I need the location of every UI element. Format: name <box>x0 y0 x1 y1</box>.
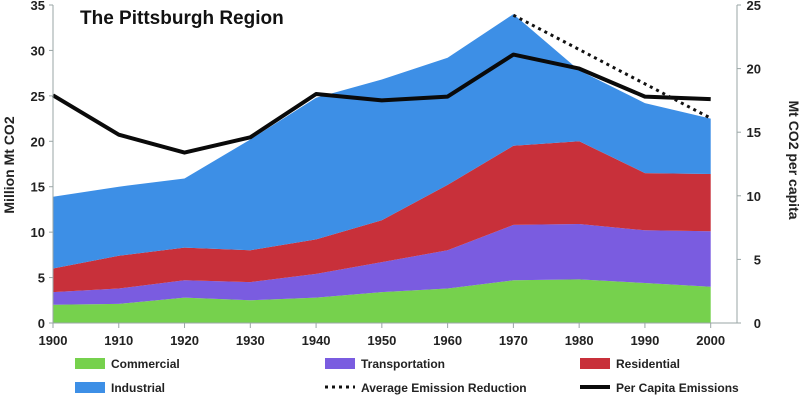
axes-layer: 0 5 10 15 20 25 30 35 0 5 10 15 20 25 1900 1910 1920 1930… <box>31 0 761 348</box>
y-tick-label: 20 <box>31 134 45 149</box>
x-tick-label: 1940 <box>302 333 331 348</box>
x-tick-label: 1930 <box>236 333 265 348</box>
legend-item-residential: Residential <box>580 357 680 371</box>
y2-tick-label: 15 <box>747 125 761 140</box>
y2-tick-label: 0 <box>754 316 761 331</box>
y2-tick-label: 25 <box>747 0 761 13</box>
y-tick-label: 35 <box>31 0 45 13</box>
legend-swatch <box>580 358 610 369</box>
area-industrial <box>53 14 711 269</box>
x-tick-label: 1910 <box>104 333 133 348</box>
y-axis-title: Million Mt CO2 <box>1 116 17 213</box>
legend-label: Commercial <box>111 357 180 371</box>
legend-label: Per Capita Emissions <box>616 381 739 395</box>
y2-tick-label: 5 <box>754 252 761 267</box>
legend: Commercial Transportation Residential Indus… <box>75 357 739 395</box>
line-per-capita-emissions <box>51 52 711 155</box>
legend-label: Transportation <box>361 357 445 371</box>
area-transportation <box>53 224 711 305</box>
y-tick-label: 25 <box>31 89 45 104</box>
y2-axis-title: Mt CO2 per capita <box>786 100 800 219</box>
area-commercial <box>53 279 711 323</box>
chart-title: The Pittsburgh Region <box>80 8 284 29</box>
x-tick-label: 1990 <box>630 333 659 348</box>
stacked-area-layer <box>53 14 711 323</box>
line-series-layer <box>51 13 712 155</box>
x-tick-label: 2000 <box>696 333 725 348</box>
legend-swatch <box>75 382 105 393</box>
x-tick-label: 1950 <box>367 333 396 348</box>
legend-swatch <box>325 358 355 369</box>
legend-item-transportation: Transportation <box>325 357 445 371</box>
y-tick-label: 15 <box>31 180 45 195</box>
x-tick-label: 1900 <box>39 333 68 348</box>
legend-item-average-emission-reduction: Average Emission Reduction <box>325 381 527 395</box>
legend-label: Residential <box>616 357 680 371</box>
y-tick-label: 30 <box>31 43 45 58</box>
legend-item-commercial: Commercial <box>75 357 180 371</box>
x-tick-label: 1960 <box>433 333 462 348</box>
line-average-emission-reduction <box>512 13 712 120</box>
legend-swatch <box>75 358 105 369</box>
y-tick-label: 10 <box>31 225 45 240</box>
area-residential <box>53 141 711 293</box>
y-tick-label: 5 <box>38 271 45 286</box>
x-tick-label: 1970 <box>499 333 528 348</box>
y2-tick-label: 10 <box>747 189 761 204</box>
y-tick-label: 0 <box>38 316 45 331</box>
x-tick-label: 1980 <box>565 333 594 348</box>
legend-label: Industrial <box>111 381 165 395</box>
y2-tick-label: 20 <box>747 62 761 77</box>
legend-label: Average Emission Reduction <box>361 381 527 395</box>
legend-item-per-capita-emissions: Per Capita Emissions <box>580 381 739 395</box>
legend-item-industrial: Industrial <box>75 381 165 395</box>
x-tick-label: 1920 <box>170 333 199 348</box>
